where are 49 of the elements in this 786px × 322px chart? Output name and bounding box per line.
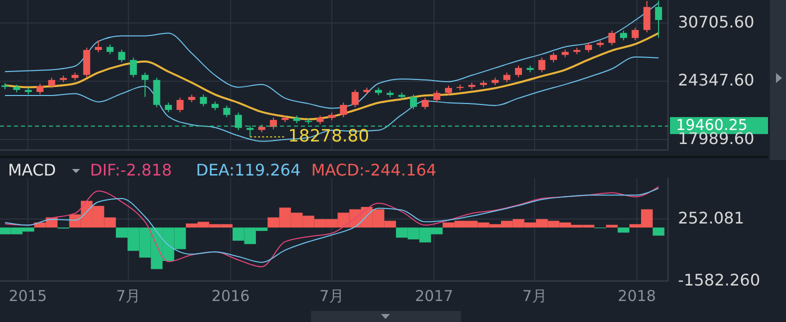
candlestick	[643, 0, 650, 33]
bar	[652, 228, 664, 236]
candlestick	[655, 0, 662, 38]
candlestick	[608, 30, 616, 46]
bar	[618, 228, 630, 233]
candlestick	[585, 42, 592, 53]
candlestick	[176, 97, 184, 113]
x-tick-label: 7月	[522, 287, 547, 306]
candlestick	[352, 89, 359, 108]
candlestick	[632, 27, 639, 41]
candlestick	[550, 52, 558, 63]
candlestick	[340, 102, 347, 118]
candlestick	[503, 72, 510, 83]
candlestick	[410, 94, 417, 110]
x-tick-label: 7月	[116, 287, 141, 306]
candlestick	[620, 30, 628, 41]
candlestick	[130, 57, 137, 78]
y-tick-label: 24347.60	[678, 70, 754, 90]
bar	[606, 224, 618, 228]
x-tick-label: 2017	[414, 287, 454, 306]
y-tick-label: -1582.260	[678, 270, 760, 290]
y-tick-label: 252.081	[678, 208, 744, 228]
candlestick	[48, 77, 56, 89]
candlestick	[422, 97, 429, 110]
candlestick	[223, 105, 230, 118]
candlestick	[270, 117, 277, 130]
candlestick	[106, 44, 114, 55]
candlestick	[538, 57, 546, 73]
candlestick	[142, 72, 149, 98]
candlestick	[433, 90, 440, 103]
candlestick	[118, 49, 126, 63]
candlestick	[200, 94, 207, 107]
line-series	[4, 2, 660, 109]
x-tick-label: 2018	[618, 287, 656, 306]
line-series	[4, 56, 660, 142]
candlestick	[164, 102, 172, 113]
candlestick	[515, 65, 522, 78]
x-tick-label: 2015	[8, 287, 47, 306]
text: DEA:119.264	[196, 160, 301, 180]
annotation: 18278.80	[288, 126, 370, 147]
x-tick-label: 7月	[320, 287, 344, 306]
series-label: DIF:-2.818	[90, 160, 172, 180]
x-tick-label: 2016	[212, 287, 250, 306]
chart-title: MACD	[8, 160, 56, 180]
y-tick-label: 30705.60	[678, 12, 754, 32]
text: MACD:-244.164	[311, 160, 436, 180]
candlestick	[94, 40, 102, 53]
candlestick	[444, 85, 452, 96]
candlestick	[36, 83, 44, 95]
